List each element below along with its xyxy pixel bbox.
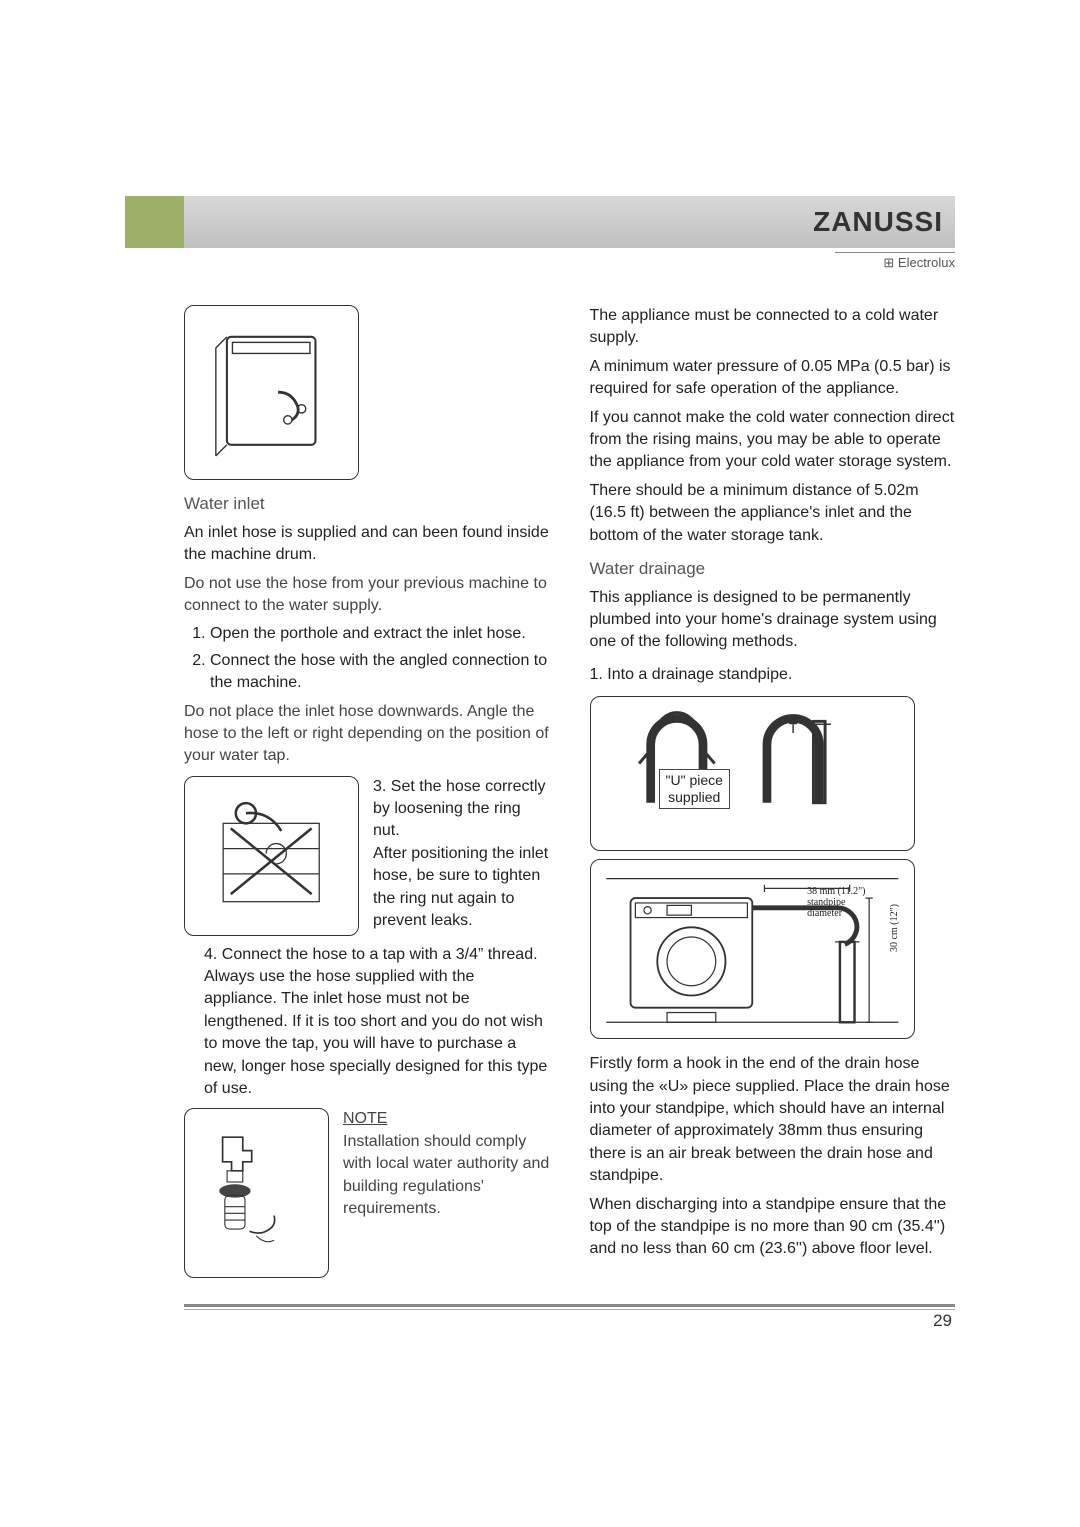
footer-rule [184, 1304, 955, 1307]
hose-set-text: 3. Set the hose correctly by loosening t… [373, 776, 550, 933]
upiece-svg [599, 701, 906, 846]
figure-hose-ringnut [184, 776, 359, 936]
drainage-para: This appliance is designed to be permane… [590, 587, 956, 654]
figure-row-hose-set: 3. Set the hose correctly by loosening t… [184, 776, 550, 936]
figure-tap-connection [184, 1108, 329, 1278]
inlet-steps: Open the porthole and extract the inlet … [184, 623, 550, 694]
figure-standpipe-install: 38 mm (11.2") standpipe diameter 30 cm (… [590, 859, 915, 1039]
water-drainage-heading: Water drainage [590, 557, 956, 581]
header-bar: ZANUSSI [184, 196, 955, 248]
right-para2: A minimum water pressure of 0.05 MPa (0.… [590, 356, 956, 401]
brand-logo: ZANUSSI [813, 206, 943, 238]
tap-svg [199, 1126, 313, 1260]
standpipe-l2: standpipe [807, 897, 845, 908]
note-block: NOTE Installation should comply with loc… [343, 1108, 550, 1226]
height-dim-label: 30 cm (12") [888, 904, 902, 952]
inlet-step1: Open the porthole and extract the inlet … [210, 623, 550, 645]
note-body: Installation should comply with local wa… [343, 1131, 550, 1221]
upiece-label-line1: "U" piece [666, 772, 723, 788]
inlet-para1: An inlet hose is supplied and can been f… [184, 522, 550, 567]
content-columns: Water inlet An inlet hose is supplied an… [184, 305, 955, 1286]
left-column: Water inlet An inlet hose is supplied an… [184, 305, 550, 1286]
subbrand-label: ⊞ Electrolux [835, 252, 955, 271]
drainage-sub1: 1. Into a drainage standpipe. [590, 664, 956, 686]
washer-rear-svg [202, 323, 340, 461]
standpipe-l3: diameter [807, 908, 842, 919]
inlet-angle-note: Do not place the inlet hose downwards. A… [184, 701, 550, 768]
sidebar-accent [125, 196, 184, 248]
drainage-para7: When discharging into a standpipe ensure… [590, 1194, 956, 1261]
figure-upiece: "U" piece supplied [590, 696, 915, 851]
note-heading: NOTE [343, 1108, 550, 1130]
right-para3: If you cannot make the cold water connec… [590, 407, 956, 474]
figure-washer-rear [184, 305, 359, 480]
right-column: The appliance must be connected to a col… [590, 305, 956, 1286]
inlet-step3: 3. Set the hose correctly by loosening t… [373, 776, 550, 843]
hose-ringnut-svg [202, 793, 340, 919]
drainage-para6: Firstly form a hook in the end of the dr… [590, 1053, 956, 1187]
inlet-step2: Connect the hose with the angled connect… [210, 650, 550, 695]
standpipe-l1: 38 mm (11.2") [807, 886, 865, 897]
inlet-step4: 4. Connect the hose to a tap with a 3/4”… [184, 944, 550, 1101]
water-inlet-heading: Water inlet [184, 492, 550, 516]
upiece-label: "U" piece supplied [659, 769, 730, 809]
upiece-label-line2: supplied [668, 789, 720, 805]
page-number: 29 [933, 1311, 952, 1331]
right-para1: The appliance must be connected to a col… [590, 305, 956, 350]
right-para4: There should be a minimum distance of 5.… [590, 480, 956, 547]
manual-page: ZANUSSI ⊞ Electrolux Water inlet An inle… [0, 0, 1080, 1527]
standpipe-dim-label: 38 mm (11.2") standpipe diameter [807, 886, 865, 919]
figure-row-tap: NOTE Installation should comply with loc… [184, 1108, 550, 1278]
inlet-step3b: After positioning the inlet hose, be sur… [373, 843, 550, 933]
inlet-warning: Do not use the hose from your previous m… [184, 573, 550, 618]
